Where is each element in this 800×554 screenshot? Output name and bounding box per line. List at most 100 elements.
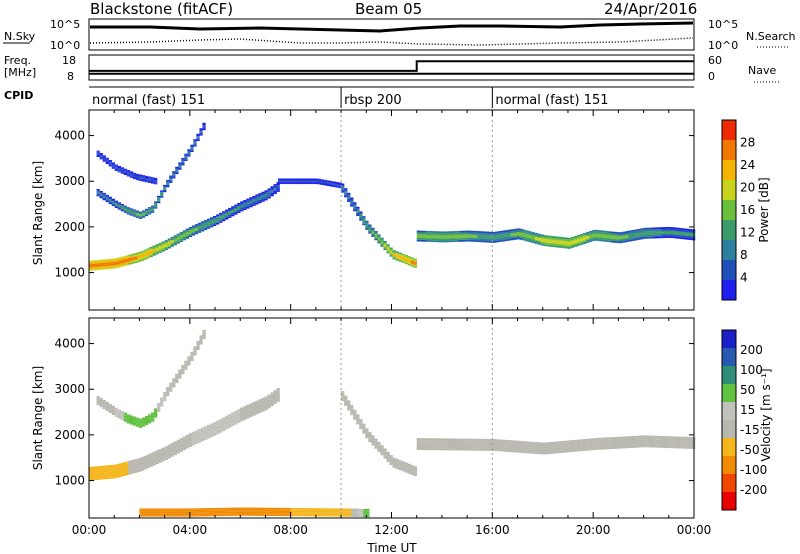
heatmap-cell — [117, 202, 122, 204]
trace-post-13UT-band — [416, 226, 696, 249]
heatmap-cell — [216, 427, 220, 430]
heatmap-cell — [123, 171, 128, 173]
heatmap-cell — [664, 236, 669, 238]
heatmap-cell — [534, 232, 538, 235]
heatmap-cell — [139, 515, 143, 517]
heatmap-cell — [419, 230, 424, 233]
heatmap-cell — [273, 399, 277, 402]
heatmap-cell — [598, 445, 602, 448]
heatmap-cell — [126, 171, 131, 173]
heatmap-cell — [326, 513, 331, 516]
heatmap-cell — [583, 240, 587, 243]
heatmap-cell — [646, 445, 650, 448]
heatmap-cell — [634, 231, 638, 234]
heatmap-cell — [99, 157, 103, 159]
heatmap-cell — [290, 179, 294, 181]
heatmap-cell — [122, 261, 126, 263]
heatmap-cell — [366, 510, 370, 512]
heatmap-cell — [101, 264, 105, 267]
heatmap-cell — [380, 239, 384, 241]
heatmap-cell — [216, 422, 220, 426]
heatmap-cell — [489, 239, 493, 241]
heatmap-cell — [525, 232, 529, 235]
heatmap-cell — [266, 511, 270, 514]
heatmap-cell — [477, 238, 481, 241]
heatmap-cell — [383, 242, 387, 245]
heatmap-cell — [522, 236, 526, 239]
heatmap-cell — [173, 452, 177, 456]
heatmap-cell — [586, 239, 590, 242]
heatmap-cell — [516, 232, 520, 234]
heatmap-cell — [308, 512, 313, 514]
heatmap-cell — [634, 234, 638, 237]
heatmap-cell — [122, 464, 126, 467]
heatmap-cell — [142, 515, 146, 517]
heatmap-cell — [326, 511, 331, 513]
heatmap-cell — [188, 230, 193, 233]
heatmap-cell — [187, 151, 191, 153]
heatmap-cell — [157, 198, 161, 200]
heatmap-cell — [434, 448, 439, 451]
heatmap-cell — [249, 197, 253, 199]
heatmap-cell — [495, 445, 499, 448]
heatmap-cell — [260, 513, 264, 515]
heatmap-cell — [570, 236, 575, 239]
heatmap-cell — [126, 207, 131, 209]
heatmap-cell — [649, 443, 653, 446]
heatmap-cell — [546, 446, 551, 449]
heatmap-cell — [231, 212, 235, 215]
heatmap-cell — [224, 510, 228, 512]
heatmap-cell — [673, 227, 678, 230]
heatmap-cell — [363, 515, 367, 518]
heatmap-cell — [264, 190, 268, 193]
heatmap-cell — [525, 445, 529, 448]
heatmap-cell — [486, 235, 490, 238]
heatmap-cell — [120, 415, 125, 418]
heatmap-cell — [147, 421, 152, 424]
heatmap-cell — [258, 193, 262, 195]
heatmap-cell — [120, 414, 125, 416]
heatmap-cell — [178, 511, 183, 513]
heatmap-cell — [113, 473, 117, 477]
heatmap-cell — [531, 237, 535, 240]
heatmap-cell — [281, 511, 285, 514]
heatmap-cell — [365, 428, 369, 430]
heatmap-cell — [407, 256, 411, 258]
heatmap-cell — [203, 228, 208, 231]
heatmap-cell — [149, 248, 153, 251]
heatmap-cell — [205, 513, 210, 515]
heatmap-cell — [395, 252, 399, 255]
heatmap-cell — [194, 439, 199, 442]
heatmap-cell — [404, 261, 408, 263]
heatmap-cell — [179, 449, 184, 452]
heatmap-cell — [272, 513, 276, 515]
heatmap-cell — [419, 232, 424, 235]
heatmap-cell — [290, 181, 294, 183]
heatmap-cell — [138, 212, 143, 215]
heatmap-cell — [489, 446, 493, 449]
heatmap-cell — [146, 251, 150, 254]
heatmap-cell — [113, 265, 117, 267]
heatmap-cell — [474, 444, 478, 447]
heatmap-cell — [558, 242, 563, 245]
heatmap-cell — [501, 239, 505, 242]
heatmap-cell — [161, 452, 165, 455]
heatmap-cell — [215, 514, 219, 517]
heatmap-cell — [431, 444, 436, 447]
heatmap-cell — [685, 444, 690, 447]
heatmap-cell — [410, 471, 414, 474]
heatmap-cell — [225, 427, 229, 430]
heatmap-cell — [119, 467, 123, 471]
heatmap-cell — [682, 230, 687, 233]
heatmap-cell — [151, 513, 155, 516]
heatmap-cell — [108, 160, 112, 162]
heatmap-cell — [170, 447, 174, 450]
heatmap-cell — [519, 228, 523, 231]
heatmap-cell — [154, 411, 158, 413]
heatmap-cell — [619, 438, 623, 441]
heatmap-cell — [446, 446, 451, 449]
heatmap-cell — [155, 452, 159, 455]
heatmap-cell — [199, 342, 203, 345]
heatmap-cell — [679, 442, 684, 445]
heatmap-cell — [169, 390, 173, 392]
